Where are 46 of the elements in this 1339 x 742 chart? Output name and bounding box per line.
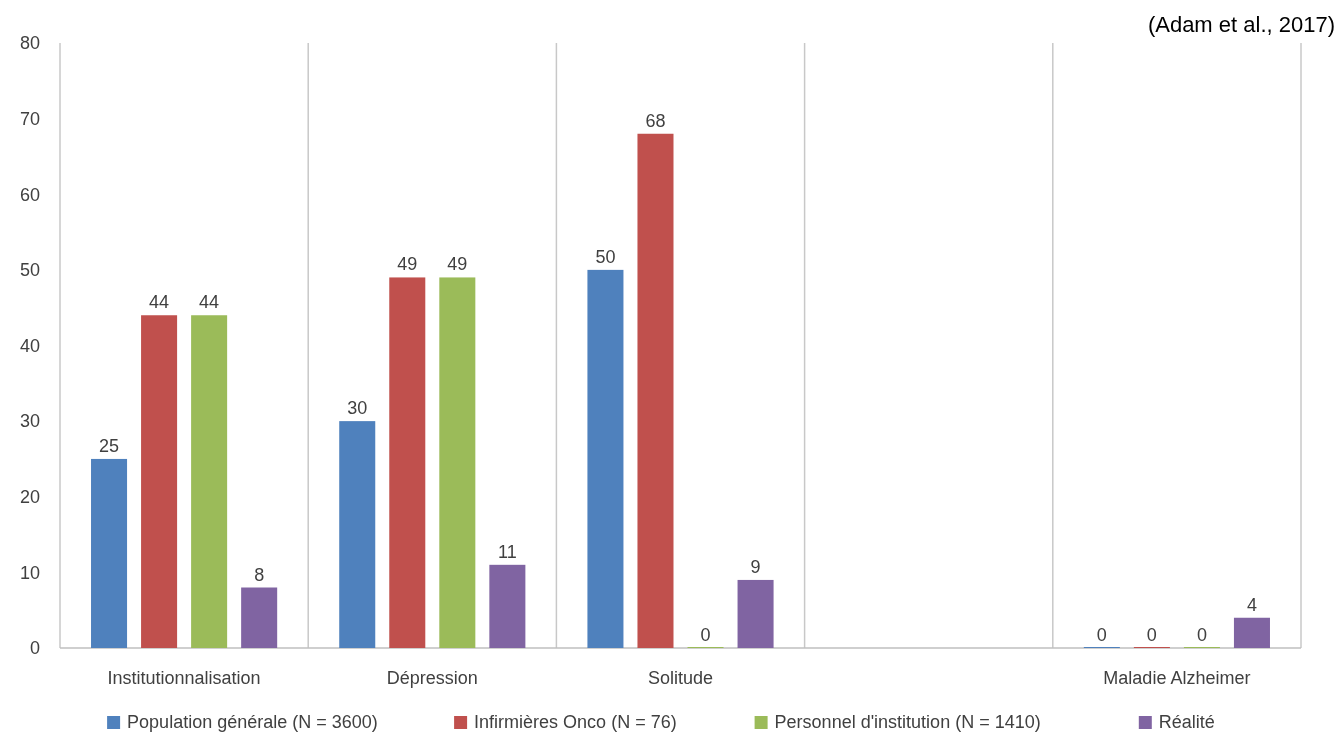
data-label: 30: [347, 398, 368, 419]
x-tick-label: Dépression: [386, 668, 478, 688]
data-label: 0: [1196, 625, 1207, 645]
data-label: 68: [645, 110, 666, 131]
y-tick-label: 80: [19, 33, 40, 54]
data-label: 49: [397, 254, 418, 275]
data-label: 25: [99, 435, 120, 456]
text: (Adam et al., 2017): [1147, 12, 1335, 37]
bar: [637, 133, 674, 648]
data-label: 11: [498, 541, 517, 562]
data-label: 8: [254, 564, 265, 585]
bar: [389, 277, 426, 648]
y-tick-label: 30: [19, 411, 40, 432]
data-label: 44: [149, 292, 170, 313]
data-label: 0: [700, 625, 711, 645]
y-tick-label: 50: [19, 260, 40, 281]
x-tick-label: Maladie Alzheimer: [1103, 668, 1251, 688]
data-label: 50: [595, 246, 616, 267]
bar: [439, 277, 476, 648]
bar: [1233, 617, 1270, 648]
y-tick-label: 0: [29, 638, 40, 659]
bar: [191, 315, 228, 648]
data-label: 0: [1146, 625, 1157, 645]
x-tick-label: Institutionnalisation: [107, 668, 261, 688]
x-tick-label: Solitude: [647, 668, 714, 688]
bar: [91, 458, 128, 648]
bar: [241, 587, 278, 648]
bar: [737, 579, 774, 648]
bar: [141, 315, 178, 648]
legend-label: Infirmières Onco (N = 76): [474, 712, 677, 732]
bar: [339, 421, 376, 648]
data-label: 9: [750, 556, 761, 577]
y-tick-label: 10: [19, 562, 40, 583]
data-label: 4: [1246, 594, 1257, 615]
legend-label: Réalité: [1158, 712, 1215, 732]
bar: [489, 564, 526, 648]
data-label: 49: [447, 254, 468, 275]
legend-label: Population générale (N = 3600): [127, 712, 378, 732]
data-label: 44: [199, 292, 220, 313]
y-tick-label: 60: [19, 184, 40, 205]
y-tick-label: 20: [19, 487, 40, 508]
legend-label: Personnel d'institution (N = 1410): [774, 712, 1041, 732]
data-label: 0: [1096, 625, 1107, 645]
y-tick-label: 70: [19, 108, 40, 129]
bar: [587, 269, 624, 648]
y-tick-label: 40: [19, 335, 40, 356]
